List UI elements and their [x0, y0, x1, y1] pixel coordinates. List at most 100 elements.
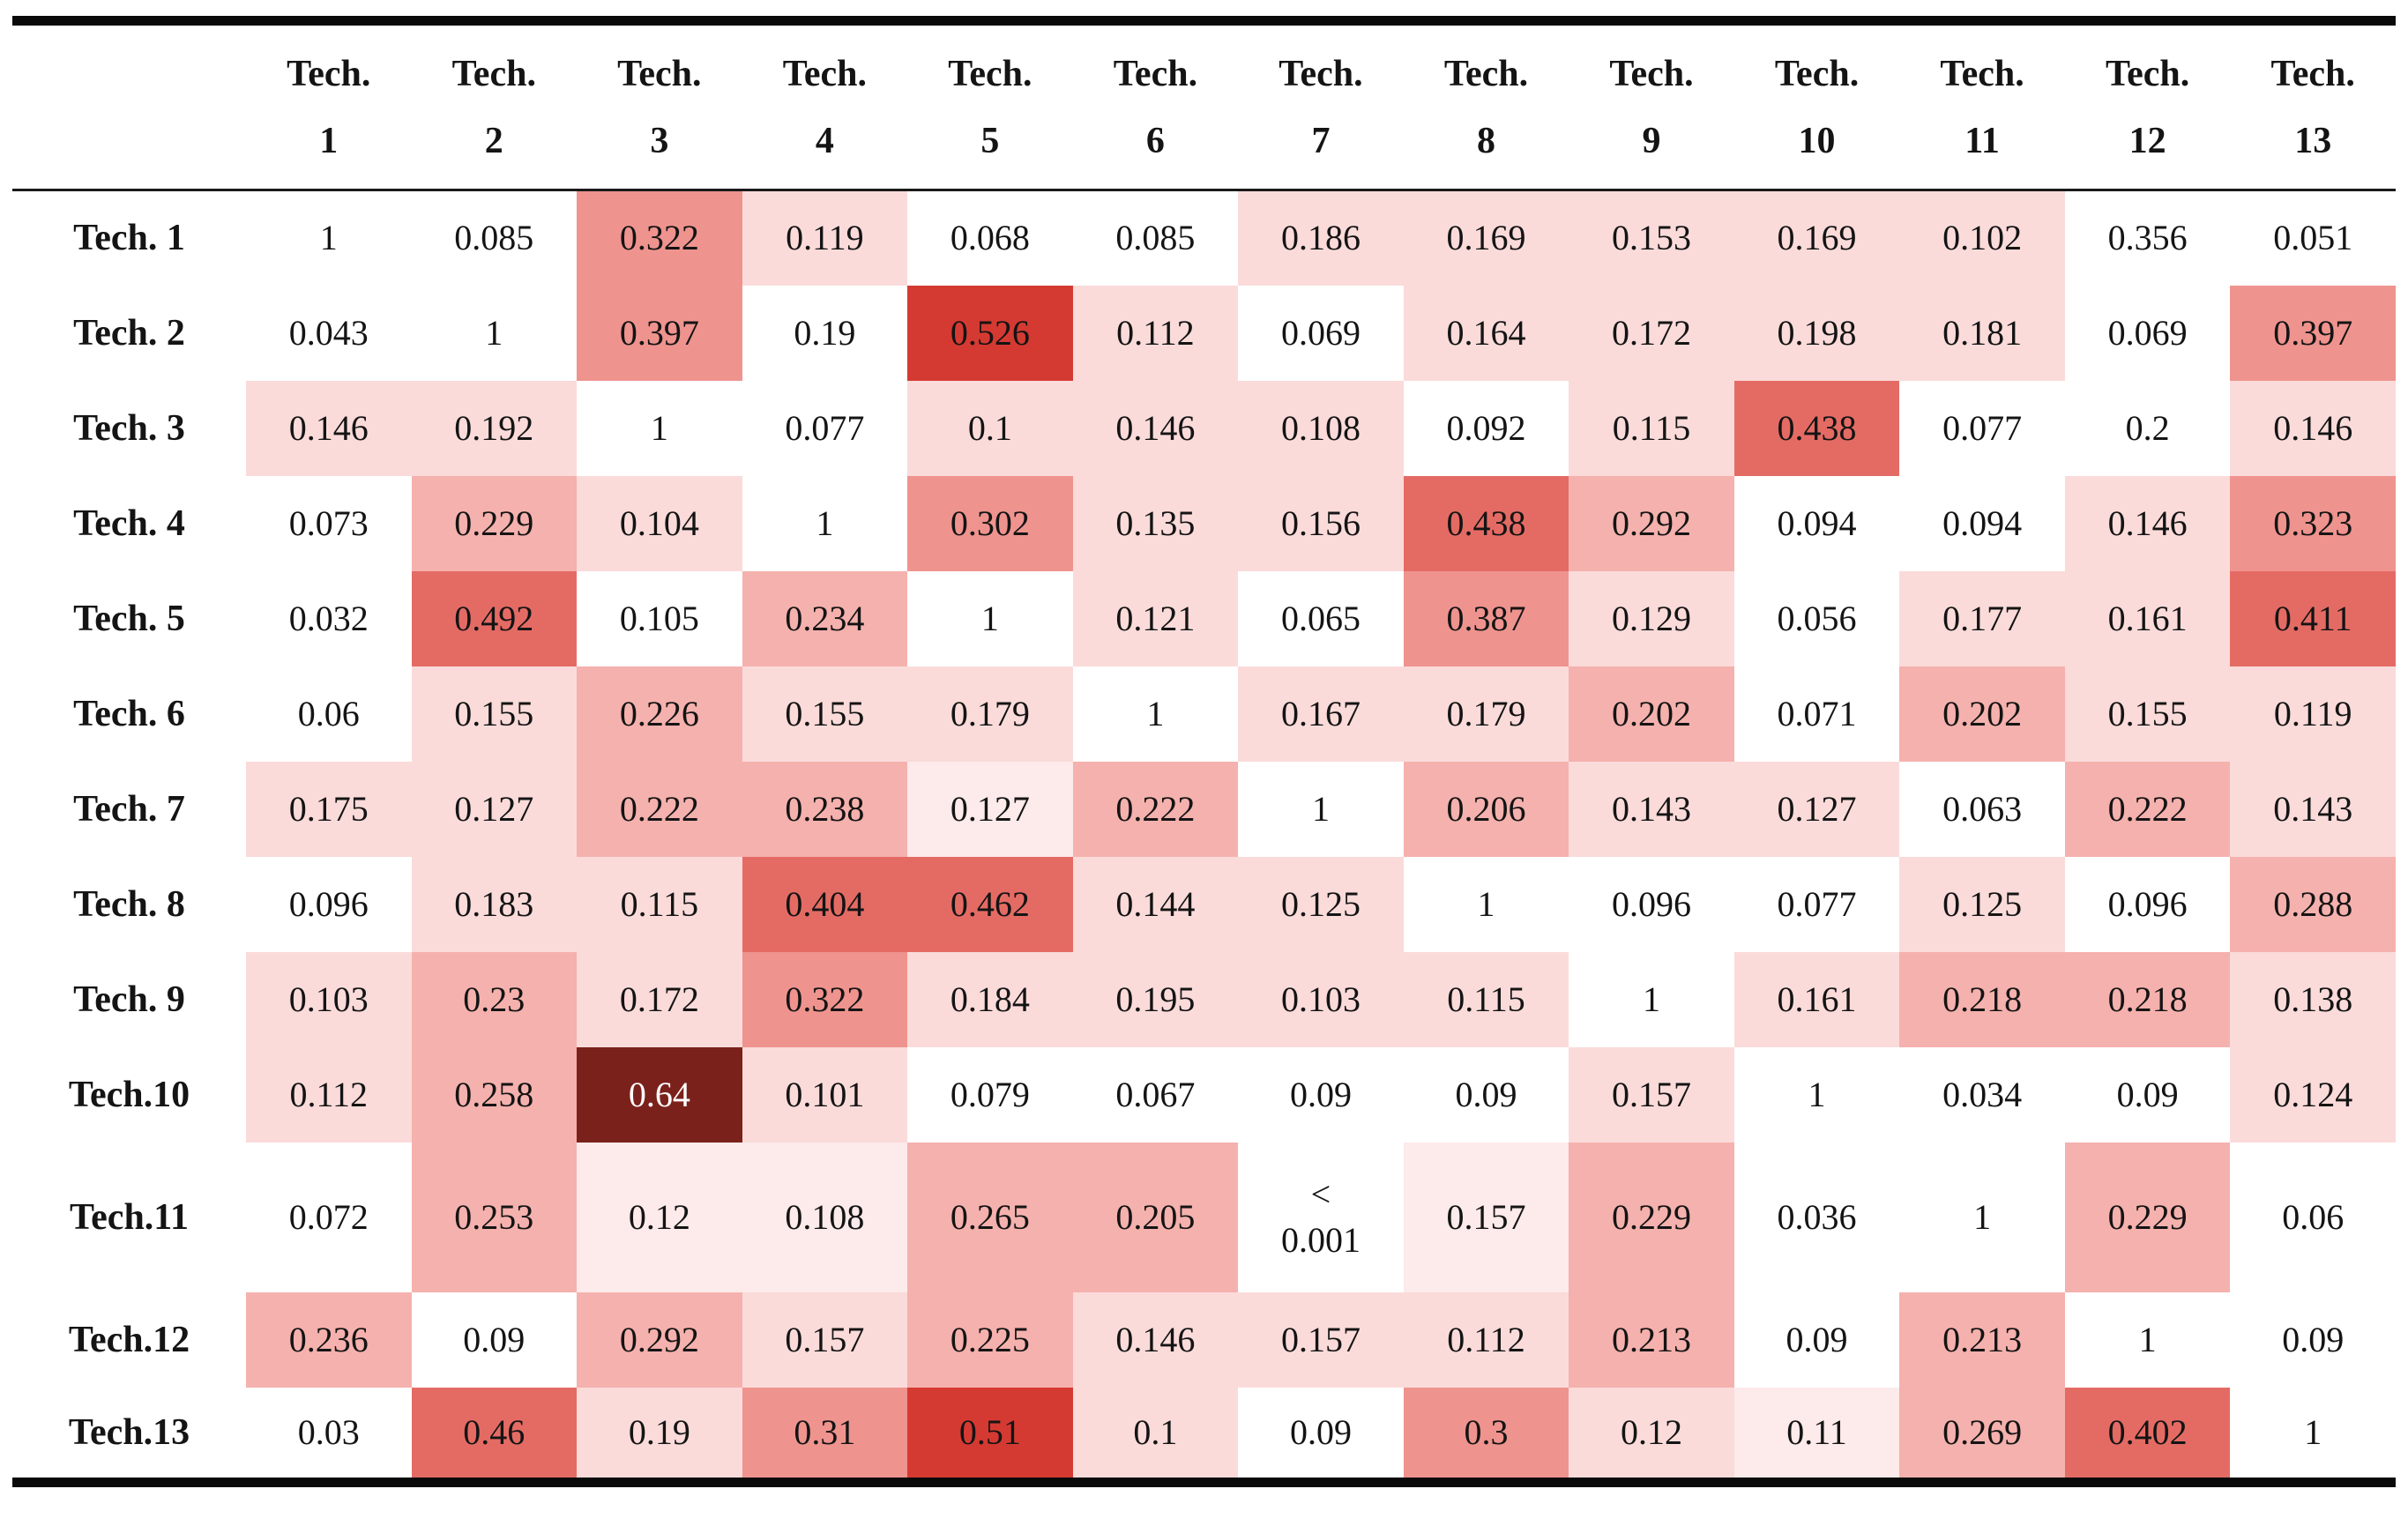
- column-header-number: 2: [484, 120, 503, 161]
- row-label: Tech.13: [68, 1411, 190, 1453]
- matrix-cell: 0.146: [1072, 1292, 1239, 1388]
- matrix-cell: 1: [1569, 951, 1734, 1047]
- matrix-cell: 0.071: [1733, 666, 1900, 762]
- matrix-cell: 1: [907, 570, 1073, 666]
- column-header-prefix: Tech.: [2105, 53, 2190, 94]
- matrix-cell: 0.069: [2064, 285, 2231, 381]
- table-row: Tech. 2 0.043 1 0.397 0.19 0.526 0.112 0.069 0.1…: [12, 285, 2396, 381]
- column-header-tech-6: Tech. 6: [1073, 21, 1239, 190]
- matrix-cell: 0.404: [742, 856, 908, 952]
- matrix-cell: 0.104: [577, 475, 742, 571]
- matrix-cell: 0.146: [2064, 475, 2231, 571]
- column-header-number: 7: [1311, 120, 1331, 161]
- correlation-table: Tech. 1 Tech. 2 Tech. 3 Tech. 4 Tech. 5 Tech. 6 Tech…: [12, 16, 2396, 1487]
- column-header-prefix: Tech.: [1113, 53, 1198, 94]
- matrix-cell: 0.119: [742, 190, 908, 286]
- matrix-cell: 0.302: [907, 475, 1073, 571]
- matrix-cell: 0.096: [2064, 856, 2231, 952]
- row-label: Tech. 1: [73, 218, 185, 259]
- column-header-prefix: Tech.: [1279, 53, 1363, 94]
- matrix-cell: 0.153: [1569, 190, 1734, 286]
- matrix-cell: 0.115: [1403, 951, 1569, 1047]
- table-row: Tech. 3 0.146 0.192 1 0.077 0.1 0.146 0.108 0.09…: [12, 380, 2396, 476]
- matrix-cell: 1: [742, 475, 908, 571]
- matrix-cell: 0.103: [246, 951, 412, 1047]
- matrix-cell: 0.06: [2230, 1142, 2396, 1292]
- matrix-cell: 0.073: [246, 475, 412, 571]
- matrix-cell: 0.288: [2230, 856, 2396, 952]
- column-header-tech-7: Tech. 7: [1238, 21, 1404, 190]
- matrix-cell: 1: [1733, 1046, 1900, 1143]
- matrix-cell: 0.202: [1899, 666, 2065, 762]
- matrix-cell: 0.146: [1072, 380, 1239, 476]
- matrix-cell: 0.323: [2230, 475, 2396, 571]
- matrix-cell: 0.205: [1072, 1142, 1239, 1292]
- matrix-cell: 0.146: [2230, 380, 2396, 476]
- column-header-number: 3: [650, 120, 669, 161]
- matrix-cell: 1: [1072, 666, 1239, 762]
- matrix-cell: 0.356: [2064, 190, 2231, 286]
- column-header-tech-10: Tech. 10: [1734, 21, 1900, 190]
- matrix-cell: 0.125: [1238, 856, 1404, 952]
- matrix-cell: 0.2: [2064, 380, 2231, 476]
- matrix-cell: 0.06: [246, 666, 412, 762]
- matrix-cell: 0.12: [1569, 1387, 1734, 1483]
- matrix-cell: 0.213: [1899, 1292, 2065, 1388]
- page: Tech. 1 Tech. 2 Tech. 3 Tech. 4 Tech. 5 Tech. 6 Tech…: [12, 16, 2396, 1487]
- matrix-cell: 0.265: [907, 1142, 1073, 1292]
- matrix-cell: 0.179: [1403, 666, 1569, 762]
- matrix-cell: 0.121: [1072, 570, 1239, 666]
- matrix-cell: 0.112: [246, 1046, 412, 1143]
- matrix-cell: 0.127: [411, 761, 578, 857]
- matrix-cell: 0.184: [907, 951, 1073, 1047]
- matrix-cell: 0.051: [2230, 190, 2396, 286]
- matrix-cell: 0.46: [411, 1387, 578, 1483]
- table-row: Tech. 5 0.032 0.492 0.105 0.234 1 0.121 0.065 0.…: [12, 570, 2396, 666]
- column-header-prefix: Tech.: [1774, 53, 1860, 94]
- matrix-cell: 0.462: [907, 856, 1073, 952]
- matrix-cell: 0.206: [1403, 761, 1569, 857]
- matrix-cell: 0.112: [1072, 285, 1239, 381]
- column-header-prefix: Tech.: [1609, 53, 1694, 94]
- matrix-cell: 0.218: [2064, 951, 2231, 1047]
- matrix-cell: 0.143: [2230, 761, 2396, 857]
- matrix-cell: 0.167: [1238, 666, 1404, 762]
- matrix-cell: 0.225: [907, 1292, 1073, 1388]
- matrix-cell: 0.292: [577, 1292, 742, 1388]
- matrix-cell: 0.164: [1403, 285, 1569, 381]
- matrix-cell: 0.438: [1733, 380, 1900, 476]
- matrix-cell: 0.3: [1403, 1387, 1569, 1483]
- matrix-cell: 0.397: [577, 285, 742, 381]
- matrix-cell: 0.222: [1072, 761, 1239, 857]
- matrix-cell: 0.09: [2064, 1046, 2231, 1143]
- column-header-tech-13: Tech. 13: [2230, 21, 2396, 190]
- matrix-cell: 0.056: [1733, 570, 1900, 666]
- matrix-cell: 0.077: [1899, 380, 2065, 476]
- matrix-cell: 0.155: [742, 666, 908, 762]
- matrix-cell: 0.492: [411, 570, 578, 666]
- matrix-cell: 0.09: [2230, 1292, 2396, 1388]
- matrix-cell: 0.175: [246, 761, 412, 857]
- matrix-cell: 0.115: [1569, 380, 1734, 476]
- matrix-cell: 0.161: [2064, 570, 2231, 666]
- row-label: Tech. 9: [73, 979, 185, 1020]
- matrix-cell: 0.155: [411, 666, 578, 762]
- matrix-cell: 0.043: [246, 285, 412, 381]
- row-label: Tech. 3: [73, 407, 185, 449]
- matrix-cell: 1: [1238, 761, 1404, 857]
- matrix-cell: 0.387: [1403, 570, 1569, 666]
- matrix-cell: 0.438: [1403, 475, 1569, 571]
- matrix-cell: 0.096: [246, 856, 412, 952]
- matrix-cell: 0.09: [1733, 1292, 1900, 1388]
- matrix-cell: 0.269: [1899, 1387, 2065, 1483]
- column-header-prefix: Tech.: [782, 53, 868, 94]
- matrix-cell: 0.222: [2064, 761, 2231, 857]
- matrix-cell: 0.101: [742, 1046, 908, 1143]
- column-header-number: 8: [1476, 120, 1495, 161]
- matrix-cell: 0.11: [1733, 1387, 1900, 1483]
- matrix-cell: 1: [246, 190, 412, 286]
- matrix-cell: 0.127: [907, 761, 1073, 857]
- matrix-cell: 0.19: [577, 1387, 742, 1483]
- matrix-cell: 0.169: [1733, 190, 1900, 286]
- table-row: Tech.12 0.236 0.09 0.292 0.157 0.225 0.146 0.15…: [12, 1292, 2396, 1388]
